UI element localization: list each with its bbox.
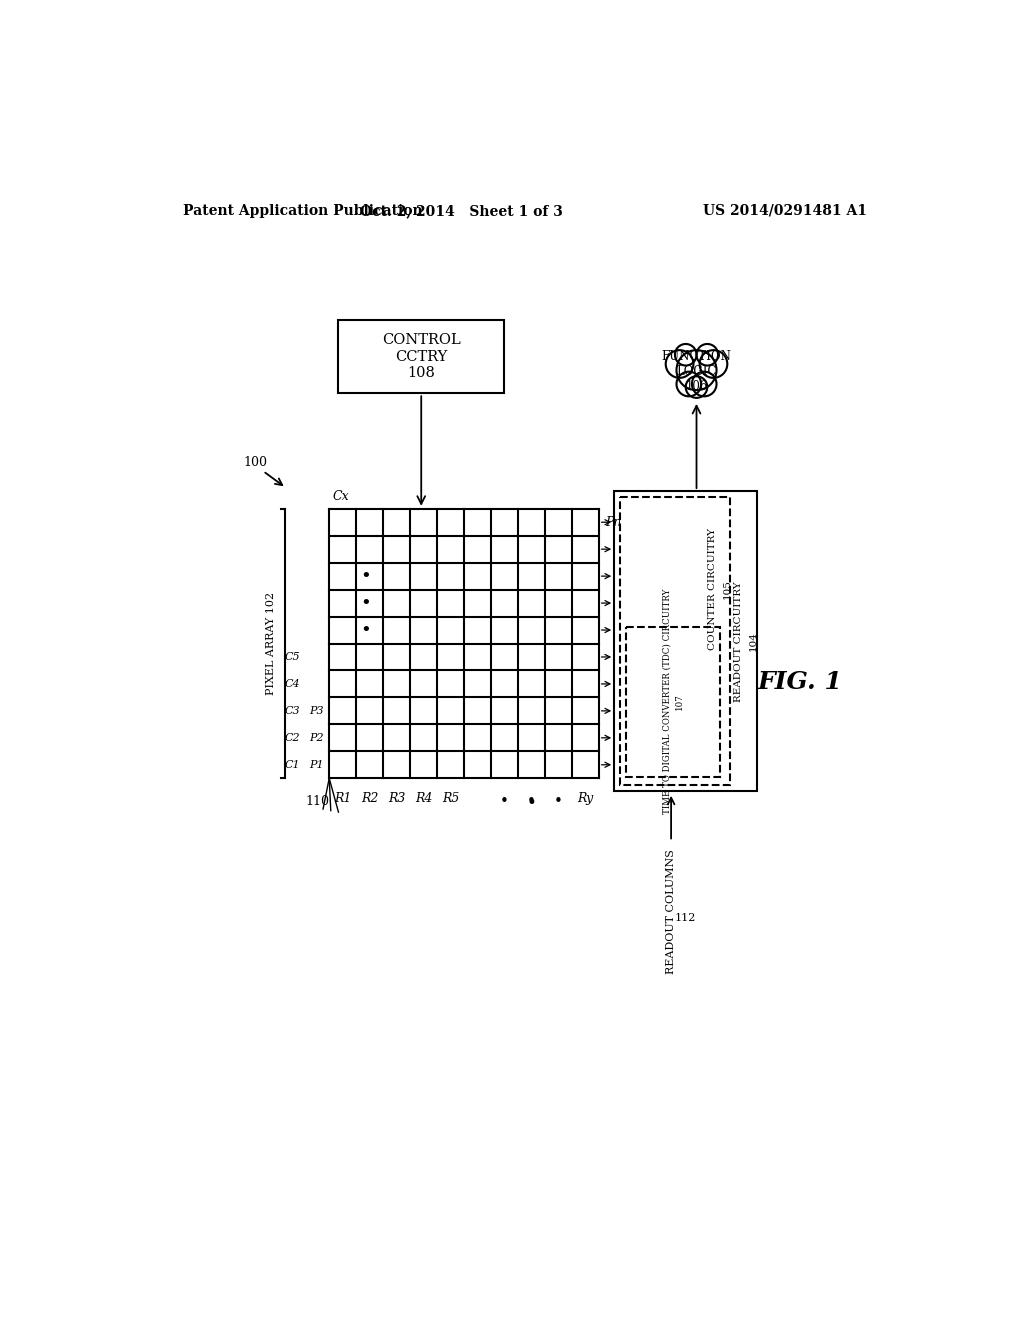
Text: US 2014/0291481 A1: US 2014/0291481 A1 xyxy=(702,203,866,218)
Text: •: • xyxy=(360,568,371,585)
Text: C1: C1 xyxy=(285,760,300,770)
Text: R4: R4 xyxy=(415,792,432,805)
Text: R3: R3 xyxy=(388,792,406,805)
Text: •: • xyxy=(360,594,371,612)
Bar xyxy=(621,498,730,785)
Text: C5: C5 xyxy=(285,652,300,661)
Text: Pn: Pn xyxy=(605,516,622,529)
Text: 110: 110 xyxy=(306,795,330,808)
Circle shape xyxy=(677,372,701,396)
Text: 100: 100 xyxy=(244,455,267,469)
Text: •: • xyxy=(527,795,536,809)
Text: READOUT CIRCUITRY
104: READOUT CIRCUITRY 104 xyxy=(734,581,758,701)
Text: R2: R2 xyxy=(360,792,378,805)
Text: C3: C3 xyxy=(285,706,300,715)
Circle shape xyxy=(692,372,717,396)
Text: CONTROL
CCTRY
108: CONTROL CCTRY 108 xyxy=(382,334,461,380)
Text: P1: P1 xyxy=(309,760,325,770)
Text: •: • xyxy=(554,795,563,809)
Text: P3: P3 xyxy=(309,706,325,715)
Text: C2: C2 xyxy=(285,733,300,743)
Text: Oct. 2, 2014   Sheet 1 of 3: Oct. 2, 2014 Sheet 1 of 3 xyxy=(360,203,563,218)
Circle shape xyxy=(666,350,693,378)
Text: COUNTER CIRCUITRY
105: COUNTER CIRCUITRY 105 xyxy=(708,528,731,651)
Circle shape xyxy=(677,350,717,391)
Circle shape xyxy=(696,345,718,366)
Text: FIG. 1: FIG. 1 xyxy=(758,671,843,694)
Text: PIXEL ARRAY 102: PIXEL ARRAY 102 xyxy=(265,591,275,696)
Text: Ry: Ry xyxy=(578,792,593,805)
Circle shape xyxy=(699,350,727,378)
Bar xyxy=(339,321,504,393)
Text: •: • xyxy=(360,620,371,639)
Text: P2: P2 xyxy=(309,733,325,743)
Circle shape xyxy=(675,345,696,366)
Text: 112: 112 xyxy=(674,913,695,924)
Text: Patent Application Publication: Patent Application Publication xyxy=(183,203,423,218)
Text: R1: R1 xyxy=(334,792,351,805)
Text: •: • xyxy=(500,795,509,809)
Bar xyxy=(614,491,757,792)
Text: C4: C4 xyxy=(285,678,300,689)
Text: •: • xyxy=(526,793,537,812)
Bar xyxy=(627,627,720,776)
Text: R5: R5 xyxy=(441,792,459,805)
Text: Cx: Cx xyxy=(333,490,349,503)
Text: FUNCTION
LOGIC
106: FUNCTION LOGIC 106 xyxy=(662,350,731,393)
Text: TIME TO DIGITAL CONVERTER (TDC) CIRCUITRY
107: TIME TO DIGITAL CONVERTER (TDC) CIRCUITR… xyxy=(663,589,684,814)
Circle shape xyxy=(686,376,708,397)
Text: READOUT COLUMNS: READOUT COLUMNS xyxy=(666,849,676,974)
